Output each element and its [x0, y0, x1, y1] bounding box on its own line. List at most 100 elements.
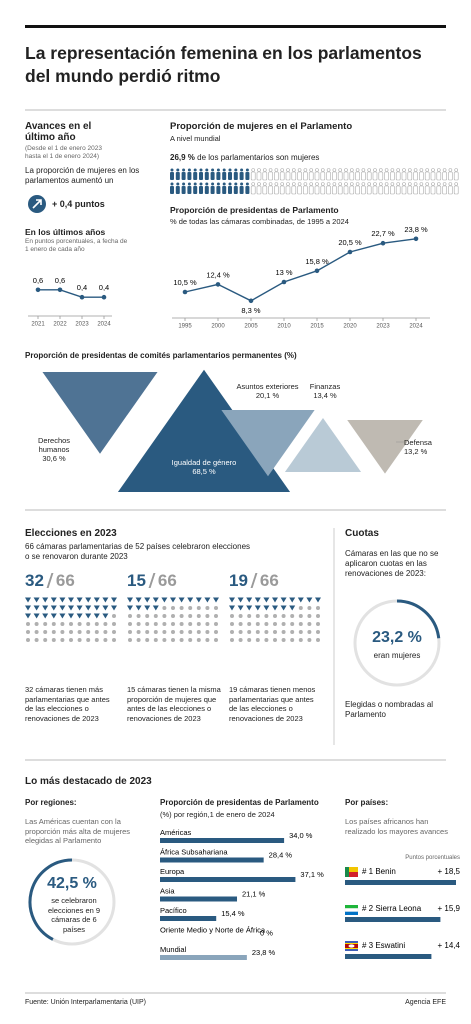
- person-head: [384, 182, 389, 186]
- person-body: [361, 185, 366, 195]
- person-head: [303, 168, 308, 172]
- point: [314, 268, 320, 274]
- person-body: [337, 171, 343, 181]
- chamber: [290, 614, 295, 618]
- total: 66: [259, 571, 279, 590]
- person-body: [199, 172, 203, 180]
- person-body: [239, 186, 244, 194]
- bar: [160, 916, 217, 921]
- person-head: [315, 182, 319, 186]
- chamber: [230, 622, 234, 626]
- bar: [160, 896, 238, 902]
- person-head: [222, 182, 226, 186]
- chamber-up: [42, 597, 49, 603]
- person-head: [373, 182, 377, 186]
- point: [101, 294, 107, 300]
- person-body: [216, 186, 221, 194]
- person-body: [378, 171, 384, 181]
- group-count: 32 66: [25, 571, 75, 591]
- person-head: [257, 168, 261, 172]
- person-head: [187, 168, 191, 172]
- person-head: [390, 182, 395, 186]
- chamber: [112, 638, 116, 642]
- chamber-up: [237, 597, 244, 603]
- chamber: [214, 630, 218, 634]
- person-head: [211, 168, 215, 172]
- unit: Puntos porcentuales: [405, 855, 460, 861]
- chamber-up: [68, 597, 74, 603]
- chamber-up: [272, 605, 278, 611]
- chamber: [255, 614, 260, 618]
- credit: Agencia EFE: [405, 999, 446, 1006]
- chamber-up: [280, 605, 287, 611]
- person-head: [396, 182, 401, 186]
- person-body: [349, 171, 355, 181]
- person-head: [442, 182, 447, 186]
- chamber-up: [68, 605, 74, 611]
- chamber: [69, 622, 73, 626]
- group-count: 19 66: [229, 571, 279, 591]
- chamber-up: [263, 605, 270, 611]
- text: Los países africanos han realizado los m…: [345, 817, 448, 836]
- source: Fuente: Unión Interparlamentaria (UIP): [25, 999, 146, 1006]
- chamber-up: [272, 597, 278, 603]
- x-tick-label: 2022: [53, 322, 67, 328]
- chamber-up: [85, 605, 92, 611]
- chamber-up: [144, 605, 151, 611]
- chamber-up: [33, 597, 40, 603]
- bar: [345, 954, 432, 959]
- chamber: [86, 638, 91, 642]
- chamber: [205, 606, 210, 610]
- chart-title: Proporción de presidentas de Parlamento: [160, 798, 319, 807]
- change-label: + 0,4 puntos: [52, 199, 105, 209]
- chamber: [214, 622, 218, 626]
- chamber: [162, 630, 167, 634]
- chamber: [145, 630, 150, 634]
- person-head: [176, 182, 180, 186]
- person-body: [361, 171, 366, 181]
- person-body: [349, 185, 355, 195]
- person-head: [390, 168, 395, 172]
- chamber: [145, 622, 150, 626]
- chamber: [316, 630, 320, 634]
- chamber: [247, 638, 252, 642]
- value-label: 37,1 %: [300, 870, 324, 879]
- value-label: 28,4 %: [269, 850, 293, 859]
- person-body: [210, 172, 215, 180]
- chamber: [273, 622, 277, 626]
- section-title: Proporción de presidentas de comités par…: [25, 351, 297, 360]
- person-body: [216, 172, 221, 180]
- chamber: [281, 614, 286, 618]
- chamber: [273, 638, 277, 642]
- chamber: [103, 630, 108, 634]
- person-body: [332, 185, 337, 195]
- total: 66: [55, 571, 75, 590]
- chamber: [171, 630, 175, 634]
- chamber: [205, 622, 210, 626]
- person-head: [216, 168, 220, 172]
- value-label: 30,6 %: [42, 454, 66, 463]
- person-head: [425, 168, 430, 172]
- x-tick-label: 2015: [310, 324, 324, 330]
- chamber-up: [33, 605, 40, 611]
- chamber: [188, 638, 193, 642]
- chamber: [196, 630, 201, 634]
- chamber-up: [315, 597, 321, 603]
- person-body: [285, 171, 291, 181]
- value-label: 8,3 %: [241, 306, 261, 315]
- person-head: [407, 168, 412, 172]
- person-body: [193, 186, 198, 194]
- x-tick-label: 2021: [31, 322, 45, 328]
- person-head: [431, 182, 435, 186]
- value-label: 42,5 %: [47, 875, 97, 892]
- count: 32: [25, 571, 44, 590]
- value-label: + 18,5: [438, 867, 461, 876]
- chamber: [238, 614, 243, 618]
- person-body: [337, 185, 343, 195]
- chamber-up: [254, 597, 261, 603]
- chamber: [230, 638, 234, 642]
- point: [215, 282, 221, 287]
- point: [347, 249, 353, 255]
- chamber-up: [246, 605, 253, 611]
